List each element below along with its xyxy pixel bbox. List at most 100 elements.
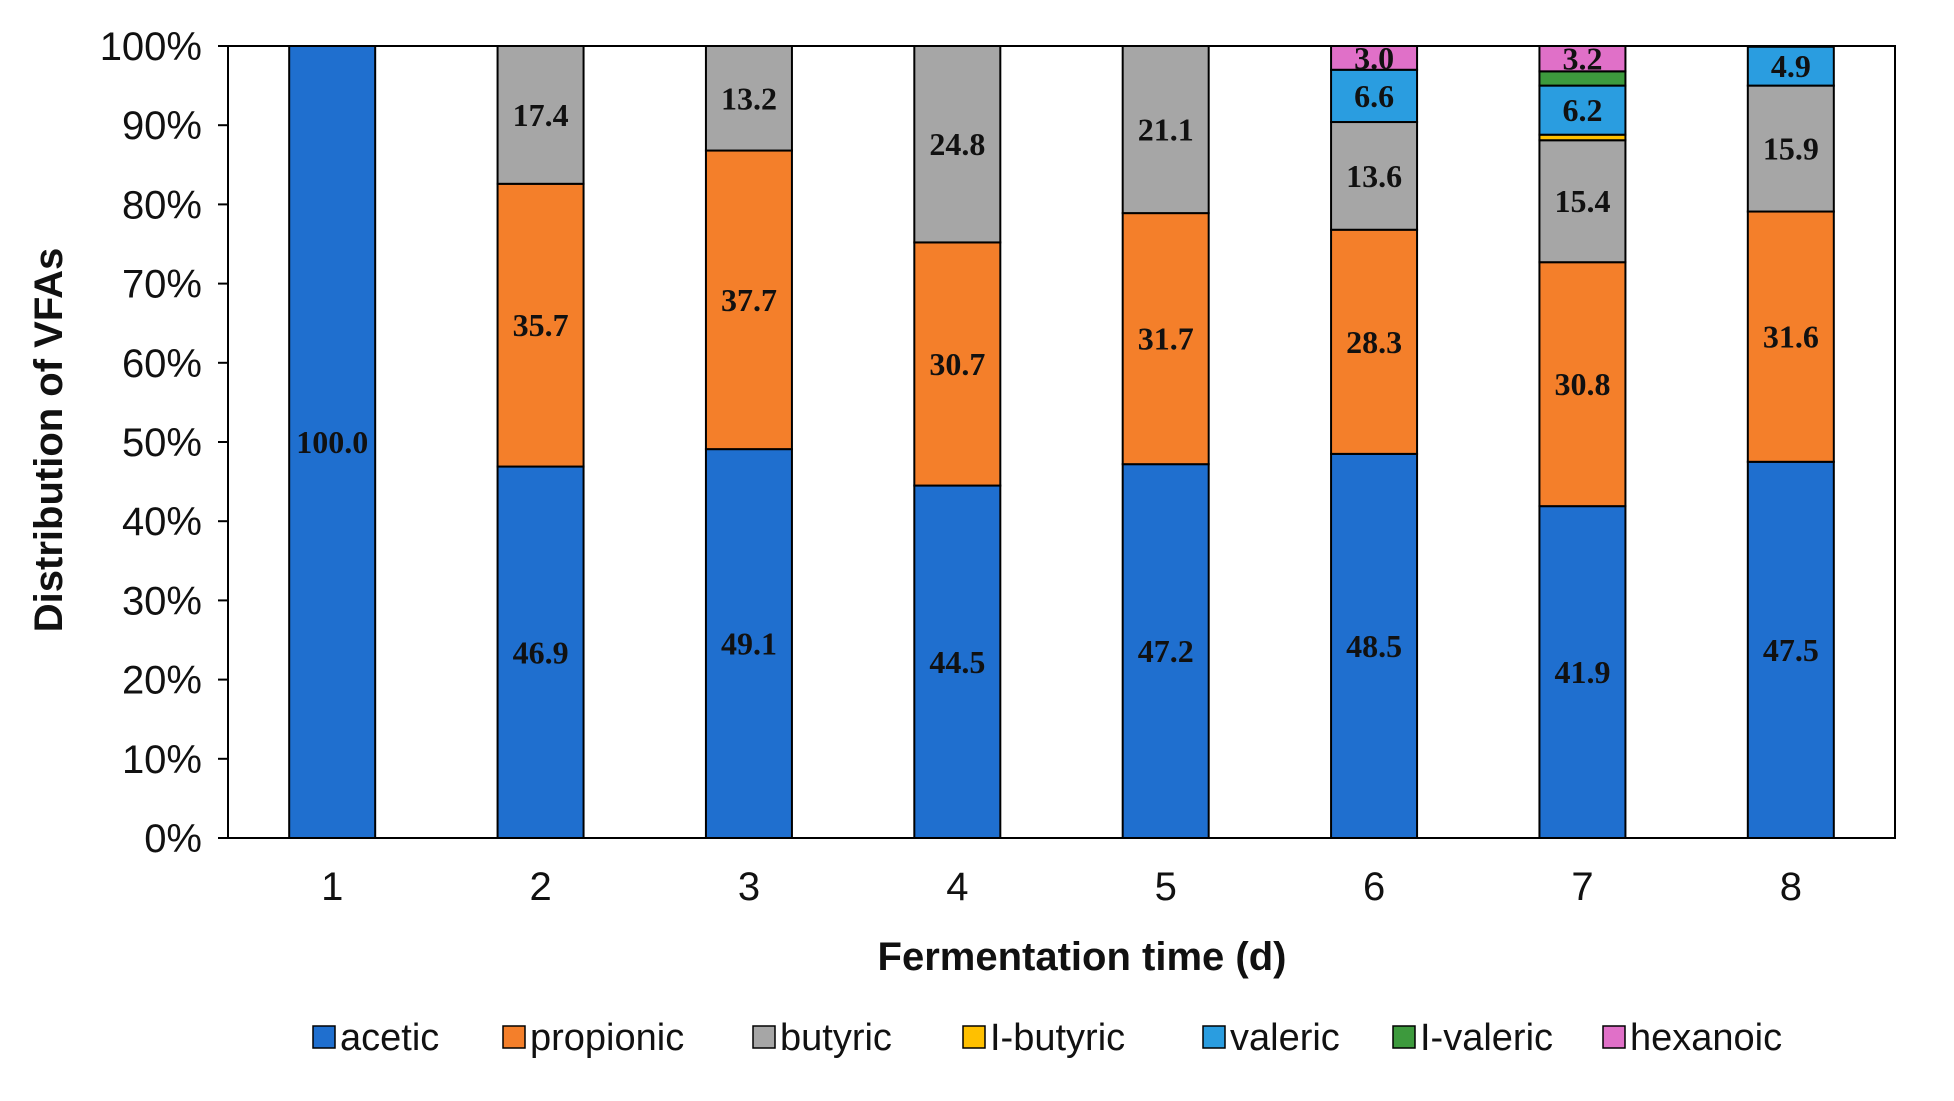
data-label-propionic-day-3: 37.7 [721, 282, 777, 318]
data-label-acetic-day-1: 100.0 [296, 424, 368, 460]
x-tick-label: 1 [321, 865, 343, 909]
legend-label: butyric [780, 1017, 892, 1059]
data-label-acetic-day-5: 47.2 [1138, 633, 1194, 669]
bar-segment-valeric-day-7 [1538, 84, 1627, 136]
bar-segment-valeric-day-8 [1746, 45, 1835, 87]
bar-segment-acetic-day-2 [496, 465, 585, 839]
bar-segment-propionic-day-8 [1746, 210, 1835, 463]
y-tick-label: 100% [100, 25, 202, 69]
bar-segment-acetic-day-8 [1746, 460, 1835, 839]
y-tick-label: 50% [122, 421, 202, 465]
bar-segment-propionic-day-7 [1538, 261, 1627, 508]
legend-label: hexanoic [1630, 1017, 1782, 1059]
legend-swatch [312, 1025, 336, 1049]
data-label-butyric-day-6: 13.6 [1346, 158, 1402, 194]
data-label-propionic-day-6: 28.3 [1346, 324, 1402, 360]
legend-item-butyric: butyric [752, 1017, 892, 1059]
plot-border [227, 45, 1896, 839]
axes: 0% 10% 20% 30% 40% 50% 60% 70% 80% 90% 100% 1 2 3 4 5 6 7… [100, 25, 1802, 909]
y-tick-label: 70% [122, 263, 202, 307]
x-tick-label: 4 [946, 865, 968, 909]
legend-label: acetic [340, 1017, 439, 1059]
x-axis-title: Fermentation time (d) [878, 935, 1287, 979]
legend-swatch [1202, 1025, 1226, 1049]
data-label-butyric-day-7: 15.4 [1554, 183, 1610, 219]
legend-label: I-valeric [1420, 1017, 1553, 1059]
legend-swatch [502, 1025, 526, 1049]
y-tick-label: 40% [122, 500, 202, 544]
bar-segment-butyric-day-6 [1330, 121, 1419, 231]
bar-segment-acetic-day-5 [1121, 463, 1210, 839]
data-label-hexanoic-day-6: 3.0 [1354, 40, 1394, 76]
legend-swatch [752, 1025, 776, 1049]
legend-swatch [1392, 1025, 1416, 1049]
data-label-acetic-day-8: 47.5 [1763, 632, 1819, 668]
data-label-acetic-day-2: 46.9 [513, 634, 569, 670]
data-label-butyric-day-5: 21.1 [1138, 112, 1194, 148]
legend-label: propionic [530, 1017, 684, 1059]
y-axis-title: Distribution of VFAs [27, 248, 71, 632]
y-tick-label: 60% [122, 342, 202, 386]
legend-item-i-valeric: I-valeric [1392, 1017, 1553, 1059]
x-tick-label: 6 [1363, 865, 1385, 909]
x-tick-label: 8 [1780, 865, 1802, 909]
data-label-hexanoic-day-7: 3.2 [1562, 41, 1602, 77]
legend-item-i-butyric: I-butyric [962, 1017, 1125, 1059]
legend-label: I-butyric [990, 1017, 1125, 1059]
data-label-propionic-day-7: 30.8 [1554, 366, 1610, 402]
data-label-propionic-day-8: 31.6 [1763, 319, 1819, 355]
data-label-acetic-day-6: 48.5 [1346, 628, 1402, 664]
data-label-acetic-day-7: 41.9 [1554, 654, 1610, 690]
plot-area [227, 45, 1896, 839]
x-tick-label: 5 [1155, 865, 1177, 909]
legend-label: valeric [1230, 1017, 1340, 1059]
y-tick-label: 80% [122, 183, 202, 227]
legend-item-hexanoic: hexanoic [1602, 1017, 1782, 1059]
legend: acetic propionic butyric I-butyric valeric I-… [312, 1017, 1782, 1059]
data-label-propionic-day-2: 35.7 [513, 307, 569, 343]
bar-segment-butyric-day-4 [913, 45, 1002, 244]
data-label-acetic-day-4: 44.5 [929, 644, 985, 680]
bar-segment-propionic-day-6 [1330, 228, 1419, 455]
bar-segment-acetic-day-4 [913, 484, 1002, 839]
legend-item-propionic: propionic [502, 1017, 684, 1059]
bar-data-labels: 100.0 46.9 35.7 17.4 49.1 37.7 13.2 44.5 30.7 24.… [296, 40, 1819, 690]
legend-swatch [962, 1025, 986, 1049]
bar-segment-butyric-day-8 [1746, 84, 1835, 213]
data-label-butyric-day-3: 13.2 [721, 80, 777, 116]
x-tick-label: 3 [738, 865, 760, 909]
y-tick-label: 30% [122, 579, 202, 623]
bar-segment-valeric-day-6 [1330, 68, 1419, 124]
data-label-butyric-day-2: 17.4 [513, 97, 569, 133]
bar-segment-acetic-day-1 [288, 45, 377, 839]
data-label-acetic-day-3: 49.1 [721, 626, 777, 662]
bar-segment-butyric-day-2 [496, 45, 585, 185]
bar-segment-acetic-day-3 [704, 448, 793, 839]
bar-segment-propionic-day-4 [913, 241, 1002, 487]
bar-segment-hexanoic-day-6 [1330, 45, 1419, 71]
x-tick-label: 7 [1571, 865, 1593, 909]
data-label-butyric-day-4: 24.8 [929, 126, 985, 162]
data-label-propionic-day-5: 31.7 [1138, 321, 1194, 357]
legend-item-acetic: acetic [312, 1017, 439, 1059]
legend-item-valeric: valeric [1202, 1017, 1340, 1059]
data-label-valeric-day-7: 6.2 [1562, 92, 1602, 128]
bar-segment-acetic-day-7 [1538, 505, 1627, 839]
y-tick-label: 10% [122, 738, 202, 782]
data-label-valeric-day-6: 6.6 [1354, 78, 1394, 114]
bar-segment-hexanoic-day-7 [1538, 45, 1627, 73]
bars [288, 45, 1835, 839]
bar-segment-propionic-day-3 [704, 149, 793, 451]
y-tick-label: 20% [122, 659, 202, 703]
data-label-propionic-day-4: 30.7 [929, 346, 985, 382]
y-tick-label: 0% [144, 817, 202, 861]
bar-segment-butyric-day-7 [1538, 139, 1627, 264]
bar-segment-propionic-day-5 [1121, 212, 1210, 466]
bar-segment-butyric-day-5 [1121, 45, 1210, 215]
data-label-butyric-day-8: 15.9 [1763, 131, 1819, 167]
y-tick-label: 90% [122, 104, 202, 148]
data-label-valeric-day-8: 4.9 [1771, 48, 1811, 84]
bar-segment-butyric-day-3 [704, 45, 793, 152]
